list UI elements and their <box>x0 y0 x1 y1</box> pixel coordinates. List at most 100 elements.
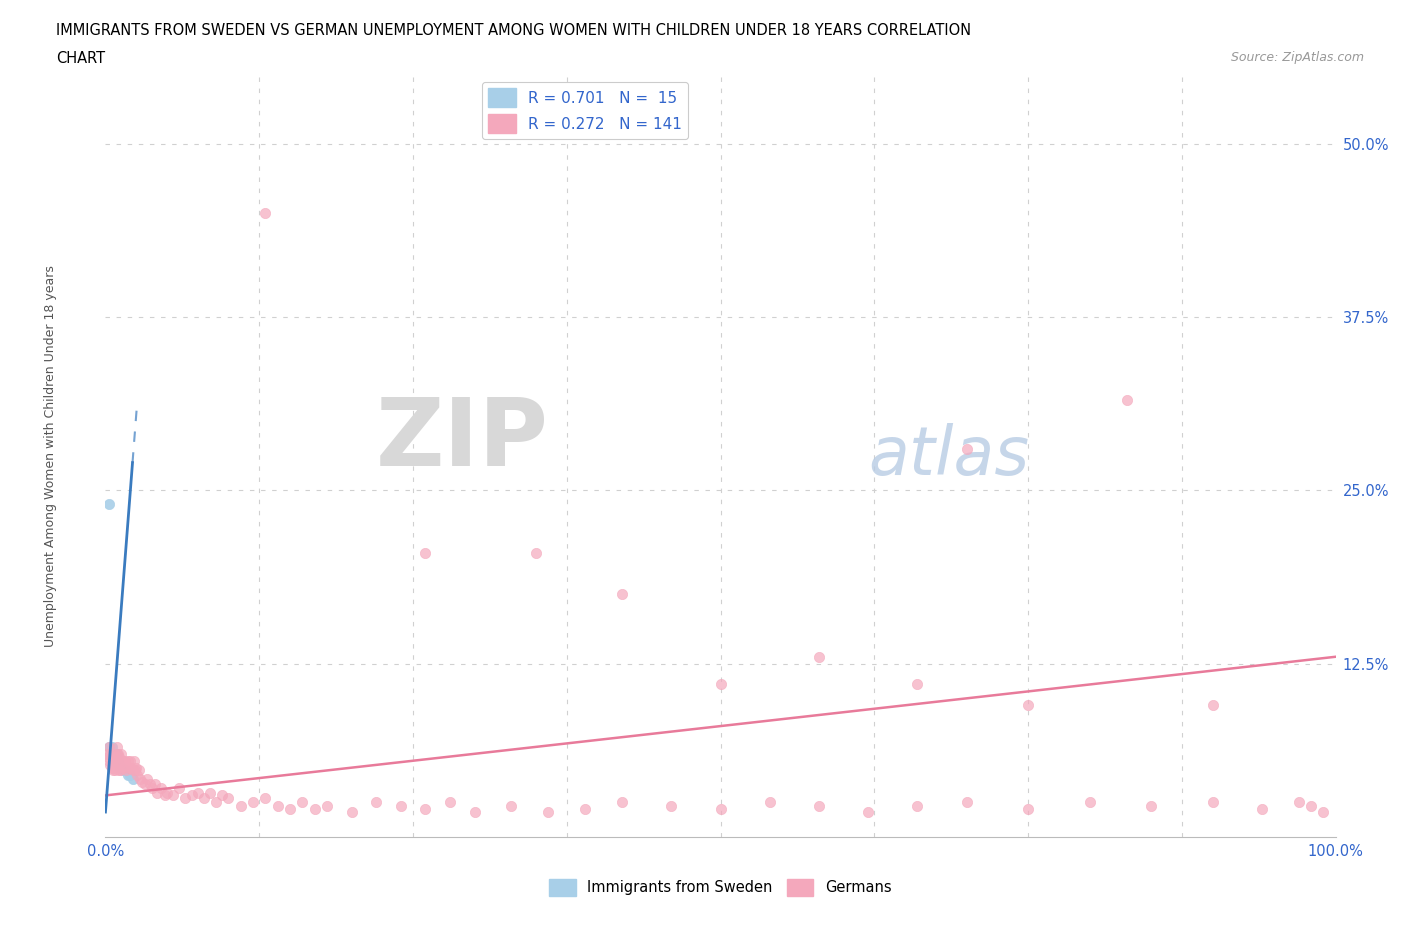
Point <box>120 760 142 775</box>
Point <box>610 587 633 602</box>
Point <box>1202 698 1225 712</box>
Text: ZIP: ZIP <box>375 394 548 486</box>
Point <box>807 649 830 664</box>
Point <box>97 750 120 764</box>
Point <box>187 785 209 800</box>
Point <box>100 750 122 764</box>
Point <box>110 760 132 775</box>
Point <box>103 760 125 775</box>
Point <box>524 545 547 560</box>
Point <box>120 767 141 782</box>
Legend: Immigrants from Sweden, Germans: Immigrants from Sweden, Germans <box>544 872 897 902</box>
Point <box>278 802 301 817</box>
Point <box>1251 802 1274 817</box>
Text: Source: ZipAtlas.com: Source: ZipAtlas.com <box>1230 51 1364 64</box>
Point <box>907 799 929 814</box>
Point <box>291 795 314 810</box>
Point <box>110 753 132 768</box>
Point <box>149 781 172 796</box>
Point <box>143 777 166 791</box>
Point <box>127 767 149 782</box>
Point <box>315 799 337 814</box>
Point <box>153 788 176 803</box>
Point <box>956 442 979 457</box>
Point <box>267 799 290 814</box>
Point <box>104 763 127 777</box>
Point <box>254 790 277 805</box>
Point <box>125 760 148 775</box>
Point <box>211 788 233 803</box>
Point <box>101 747 124 762</box>
Point <box>122 753 145 768</box>
Point <box>98 753 121 768</box>
Point <box>574 802 596 817</box>
Text: atlas: atlas <box>869 423 1029 488</box>
Point <box>710 677 733 692</box>
Point <box>1017 802 1039 817</box>
Point <box>101 753 124 768</box>
Point <box>464 804 486 819</box>
Point <box>169 781 191 796</box>
Point <box>1140 799 1163 814</box>
Point <box>218 790 240 805</box>
Point <box>131 774 153 789</box>
Point <box>98 757 122 772</box>
Text: IMMIGRANTS FROM SWEDEN VS GERMAN UNEMPLOYMENT AMONG WOMEN WITH CHILDREN UNDER 18: IMMIGRANTS FROM SWEDEN VS GERMAN UNEMPLO… <box>56 23 972 38</box>
Point <box>107 753 129 768</box>
Text: CHART: CHART <box>56 51 105 66</box>
Point <box>389 799 412 814</box>
Point <box>366 795 388 810</box>
Point <box>112 760 135 775</box>
Point <box>759 795 782 810</box>
Point <box>111 763 134 777</box>
Point <box>98 747 122 762</box>
Point <box>1312 804 1334 819</box>
Point <box>108 763 131 777</box>
Point <box>610 795 633 810</box>
Point <box>1301 799 1323 814</box>
Point <box>146 785 169 800</box>
Point <box>111 753 134 768</box>
Point <box>108 757 131 772</box>
Point <box>1288 795 1310 810</box>
Point <box>1017 698 1039 712</box>
Point <box>96 747 118 762</box>
Point <box>304 802 326 817</box>
Point <box>129 771 152 786</box>
Point <box>110 763 132 777</box>
Point <box>115 763 138 777</box>
Point <box>205 795 228 810</box>
Point <box>117 767 139 782</box>
Point <box>98 497 121 512</box>
Point <box>156 785 179 800</box>
Point <box>229 799 252 814</box>
Point <box>103 747 125 762</box>
Point <box>413 545 436 560</box>
Y-axis label: Unemployment Among Women with Children Under 18 years: Unemployment Among Women with Children U… <box>44 265 56 646</box>
Point <box>858 804 880 819</box>
Point <box>107 747 129 762</box>
Point <box>100 760 122 775</box>
Point <box>439 795 461 810</box>
Point <box>180 788 202 803</box>
Point <box>118 760 141 775</box>
Point <box>114 763 136 777</box>
Point <box>136 771 159 786</box>
Point <box>100 739 122 754</box>
Point <box>1202 795 1225 810</box>
Point <box>114 753 136 768</box>
Point <box>162 788 184 803</box>
Point <box>141 781 163 796</box>
Point <box>193 790 215 805</box>
Point <box>254 206 277 220</box>
Point <box>124 763 146 777</box>
Point <box>120 753 141 768</box>
Point <box>807 799 830 814</box>
Point <box>108 750 131 764</box>
Point <box>117 753 139 768</box>
Point <box>105 747 128 762</box>
Point <box>1078 795 1101 810</box>
Point <box>198 785 221 800</box>
Point <box>537 804 560 819</box>
Point <box>98 739 121 754</box>
